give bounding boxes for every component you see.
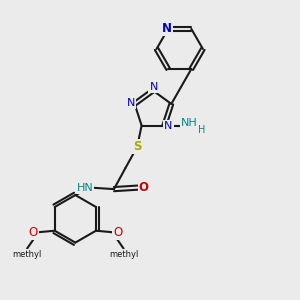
Text: N: N <box>164 121 173 131</box>
Text: HN: HN <box>76 183 93 193</box>
Text: methyl: methyl <box>110 250 139 259</box>
Text: N: N <box>162 22 172 35</box>
Text: H: H <box>198 125 205 135</box>
Text: N: N <box>149 82 158 92</box>
Text: methyl: methyl <box>12 250 41 259</box>
Text: O: O <box>113 226 122 239</box>
Text: N: N <box>127 98 135 108</box>
Text: S: S <box>133 140 141 153</box>
Text: O: O <box>139 181 149 194</box>
Text: O: O <box>28 226 38 239</box>
Text: NH: NH <box>181 118 198 128</box>
